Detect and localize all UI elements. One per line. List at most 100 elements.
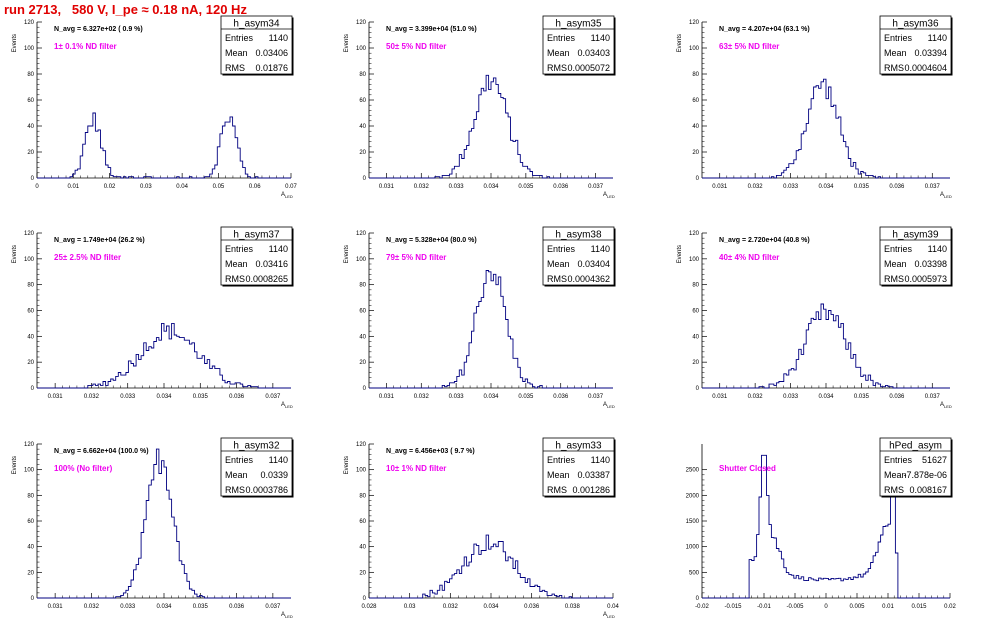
filter-label: 25± 2.5% ND filter — [54, 253, 121, 262]
navg-label: N_avg = 5.328e+04 (80.0 %) — [386, 237, 477, 244]
y-tick-label: 40 — [27, 334, 34, 340]
y-tick-label: 100 — [24, 468, 35, 474]
run-title: run 2713, 580 V, I_pe ≈ 0.18 nA, 120 Hz — [4, 2, 247, 17]
histogram-pad-h_asym38: 0.031 0.032 0.033 0.034 0.035 0.036 0.037 0 20 40… — [344, 226, 616, 409]
y-tick-label: 40 — [359, 545, 366, 551]
x-tick-label: 0.015 — [911, 604, 927, 610]
stats-key-entries: Entries — [547, 244, 576, 254]
filter-label: Shutter Closed — [719, 464, 776, 473]
y-tick-label: 100 — [356, 46, 367, 52]
y-axis-title: Events — [344, 34, 350, 52]
stats-value-rms: 0.0003786 — [245, 485, 288, 495]
y-tick-label: 80 — [359, 72, 366, 78]
stats-value-rms: 0.0005072 — [567, 63, 610, 73]
stats-key-entries: Entries — [225, 244, 254, 254]
histogram-series-h_asym39 — [702, 303, 950, 389]
histogram-series-h_asym32 — [37, 448, 291, 599]
x-tick-label: 0.034 — [818, 394, 834, 400]
y-tick-label: 20 — [359, 360, 366, 366]
y-tick-label: 120 — [356, 20, 367, 26]
y-tick-label: 40 — [359, 334, 366, 340]
navg-label: N_avg = 6.327e+02 ( 0.9 %) — [54, 26, 143, 33]
y-tick-label: 80 — [359, 283, 366, 289]
histogram-pad-h_asym39: 0.031 0.032 0.033 0.034 0.035 0.036 0.037 0 20 40… — [677, 226, 953, 409]
stats-value-mean: 0.03394 — [914, 48, 947, 58]
histogram-pad-h_asym35: 0.031 0.032 0.033 0.034 0.035 0.036 0.037 0 20 40… — [344, 15, 616, 199]
stats-value-mean: 0.03398 — [914, 259, 947, 269]
stats-value-rms: 0.0004362 — [567, 274, 610, 284]
stats-key-rms: RMS — [884, 63, 904, 73]
filter-label: 50± 5% ND filter — [386, 42, 446, 51]
x-tick-label: 0.02 — [944, 604, 956, 610]
y-axis-title: Events — [344, 456, 350, 474]
y-axis-title: Events — [344, 245, 350, 263]
y-tick-label: 0 — [363, 596, 367, 602]
y-tick-label: 120 — [24, 442, 35, 448]
y-tick-label: 120 — [356, 231, 367, 237]
x-tick-label: 0.032 — [84, 394, 100, 400]
y-tick-label: 120 — [689, 231, 700, 237]
stats-value-entries: 1140 — [269, 244, 288, 254]
stats-value-mean: 0.03387 — [577, 470, 610, 480]
stats-value-mean: 0.03404 — [577, 259, 610, 269]
x-tick-label: 0.034 — [818, 184, 834, 190]
x-tick-label: 0.037 — [925, 184, 941, 190]
x-tick-label: 0.038 — [565, 604, 581, 610]
x-axis-title: ALED — [281, 402, 293, 409]
stats-box — [879, 226, 952, 286]
stats-key-rms: RMS — [547, 274, 567, 284]
filter-label: 40± 4% ND filter — [719, 253, 779, 262]
x-tick-label: 0.033 — [783, 394, 799, 400]
stats-key-entries: Entries — [225, 455, 254, 465]
navg-label: N_avg = 3.399e+04 (51.0 %) — [386, 26, 477, 33]
y-tick-label: 20 — [27, 150, 34, 156]
x-tick-label: 0.036 — [889, 394, 905, 400]
filter-label: 1± 0.1% ND filter — [54, 42, 117, 51]
y-tick-label: 0 — [31, 176, 35, 182]
x-tick-label: 0.04 — [607, 604, 619, 610]
y-tick-label: 60 — [359, 98, 366, 104]
y-tick-label: 20 — [27, 570, 34, 576]
x-axis-title: ALED — [603, 402, 615, 409]
y-tick-label: 80 — [692, 72, 699, 78]
y-tick-label: 500 — [689, 570, 700, 576]
histogram-name: h_asym39 — [892, 230, 939, 241]
x-tick-label: 0.07 — [285, 184, 297, 190]
filter-label: 79± 5% ND filter — [386, 253, 446, 262]
stats-key-mean: Mean — [884, 470, 907, 480]
stats-key-mean: Mean — [547, 470, 570, 480]
histogram-series-h_asym35 — [369, 74, 613, 179]
y-tick-label: 80 — [359, 493, 366, 499]
x-tick-label: 0.005 — [849, 604, 865, 610]
stats-key-mean: Mean — [884, 48, 907, 58]
y-tick-label: 0 — [696, 386, 700, 392]
x-tick-label: 0.037 — [588, 184, 604, 190]
y-tick-label: 20 — [692, 360, 699, 366]
stats-value-entries: 1140 — [269, 33, 288, 43]
y-axis-title: Events — [677, 245, 683, 263]
x-tick-label: 0.033 — [783, 184, 799, 190]
stats-key-rms: RMS — [547, 485, 567, 495]
x-tick-label: 0.034 — [483, 184, 499, 190]
navg-label: N_avg = 2.720e+04 (40.8 %) — [719, 237, 810, 244]
y-tick-label: 100 — [356, 257, 367, 263]
stats-value-rms: 0.008167 — [909, 485, 947, 495]
x-axis-title: ALED — [281, 192, 293, 199]
stats-key-mean: Mean — [225, 259, 248, 269]
x-tick-label: 0.032 — [414, 394, 430, 400]
x-tick-label: 0.032 — [414, 184, 430, 190]
y-tick-label: 1000 — [686, 545, 700, 551]
y-tick-label: 1500 — [686, 519, 700, 525]
y-tick-label: 60 — [27, 519, 34, 525]
histogram-name: hPed_asym — [889, 441, 942, 452]
y-tick-label: 80 — [692, 283, 699, 289]
x-tick-label: 0.033 — [120, 394, 136, 400]
x-tick-label: 0.036 — [553, 394, 569, 400]
x-tick-label: 0.031 — [379, 184, 395, 190]
y-tick-label: 80 — [27, 283, 34, 289]
x-tick-label: 0.03 — [404, 604, 416, 610]
stats-box — [220, 226, 293, 286]
y-tick-label: 0 — [696, 596, 700, 602]
stats-key-rms: RMS — [225, 274, 245, 284]
